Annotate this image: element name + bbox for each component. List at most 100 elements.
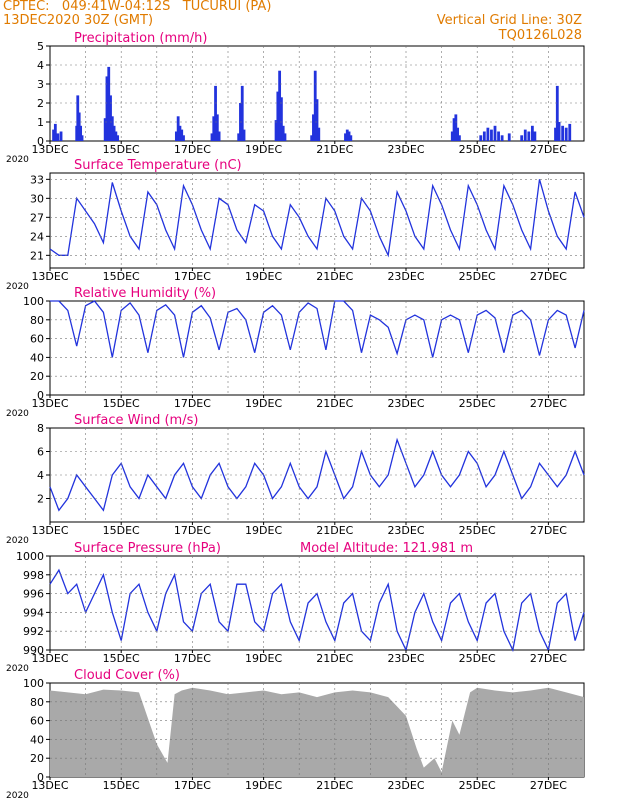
precip-bar [312,114,315,141]
temp-xtick-label: 13DEC [31,270,68,283]
precip-bar [479,135,483,141]
header-grid-note: Vertical Grid Line: 30Z [436,13,582,28]
wind-xtick-label: 27DEC [530,524,567,537]
rh-title: Relative Humidity (%) [74,286,216,301]
precip-ytick-label: 1 [37,116,44,129]
wind-xtick-label: 23DEC [387,524,424,537]
precip-xtick-label: 15DEC [103,143,140,156]
cloud-xtick-label: 19DEC [245,779,282,792]
cloud-ytick-label: 0 [37,771,44,784]
precip-bar [458,135,461,141]
temp-ytick-label: 21 [30,249,44,262]
cloud-xtick-label: 23DEC [387,779,424,792]
precip-title: Precipitation (mm/h) [74,31,207,46]
wind-xtick-label: 15DEC [103,524,140,537]
temp-series-line [49,179,585,258]
pressure-ytick-label: 996 [23,588,44,601]
precip-bar [77,112,81,141]
precip-bar [56,133,60,141]
wind-ytick-label: 4 [37,469,44,482]
rh-xtick-label: 21DEC [316,397,353,410]
precip-bar [497,131,500,141]
precip-bar [347,131,351,141]
pressure-ytick-label: 992 [23,625,44,638]
precip-bar [276,91,280,141]
precip-ytick-label: 3 [37,78,44,91]
precip-xtick-label: 25DEC [459,143,496,156]
wind-title: Surface Wind (m/s) [74,413,198,428]
cloud-area [50,687,584,777]
pressure-ytick-label: 990 [23,644,44,657]
precip-ytick-label: 2 [37,97,44,110]
cloud-xtick-label: 13DEC [31,779,68,792]
cloud-title: Cloud Cover (%) [74,668,180,683]
precip-bar [555,85,559,141]
wind-xtick-label: 21DEC [316,524,353,537]
rh-xtick-label: 13DEC [31,397,68,410]
temp-ytick-label: 33 [30,173,44,186]
wind-year-label: 2020 [6,536,29,546]
cloud-xtick-label: 15DEC [103,779,140,792]
precip-bar [345,129,349,141]
rh-ytick-label: 100 [23,295,44,308]
temp-ytick-label: 27 [30,211,44,224]
precip-bar [112,125,116,141]
pressure-year-label: 2020 [6,664,29,674]
rh-xtick-label: 23DEC [387,397,424,410]
pressure-ytick-label: 994 [23,606,44,619]
temp-xtick-label: 23DEC [387,270,424,283]
precip-bar [315,99,319,141]
temp-year-label: 2020 [6,282,29,292]
pressure-xtick-label: 23DEC [387,652,424,665]
precip-bar [568,123,572,141]
rh-xtick-label: 25DEC [459,397,496,410]
temp-xtick-label: 19DEC [245,270,282,283]
precip-bar [176,116,180,141]
precip-bar [507,133,511,141]
precip-bar [482,131,486,141]
precip-bar [281,125,285,141]
precip-bar [174,131,178,141]
rh-ytick-label: 60 [30,333,44,346]
precip-bar [59,131,63,141]
precip-bar [527,131,531,141]
cloud-ytick-label: 20 [30,752,44,765]
precip-bar [450,131,454,141]
wind-xtick-label: 13DEC [31,524,68,537]
precip-bar [564,127,568,141]
pressure-xtick-label: 19DEC [245,652,282,665]
precip-bar [500,135,504,141]
rh-series-line [50,300,585,358]
precip-bar [520,135,524,141]
header-model-code: TQ0126L028 [498,28,582,43]
precip-bar [240,85,244,141]
rh-ytick-label: 20 [30,370,44,383]
cloud-year-label: 2020 [6,791,29,800]
precip-bar [523,129,527,141]
header-location: CPTEC: 049:41W-04:12S TUCURUI (PA) [3,0,272,14]
pressure-xtick-label: 15DEC [103,652,140,665]
precip-year-label: 2020 [6,155,29,165]
pressure-xtick-label: 13DEC [31,652,68,665]
temp-xtick-label: 25DEC [459,270,496,283]
precip-bar [313,70,317,141]
precip-bar [283,133,287,141]
rh-xtick-label: 17DEC [174,397,211,410]
precip-bar [79,125,83,141]
pressure-xtick-label: 25DEC [459,652,496,665]
precip-bar [217,131,221,141]
pressure-ytick-label: 1000 [16,550,44,563]
cloud-ytick-label: 80 [30,696,44,709]
temp-xtick-label: 15DEC [103,270,140,283]
precip-xtick-label: 21DEC [316,143,353,156]
wind-xtick-label: 25DEC [459,524,496,537]
temp-xtick-label: 27DEC [530,270,567,283]
header-datetime: 13DEC2020 30Z (GMT) [3,13,154,28]
precip-bar [349,135,353,141]
precip-bar [486,127,490,141]
pressure-plot-frame [49,555,585,651]
precip-xtick-label: 19DEC [245,143,282,156]
precip-bar [310,135,314,141]
pressure-annotation: Model Altitude: 121.981 m [300,541,473,556]
cloud-ytick-label: 100 [23,677,44,690]
